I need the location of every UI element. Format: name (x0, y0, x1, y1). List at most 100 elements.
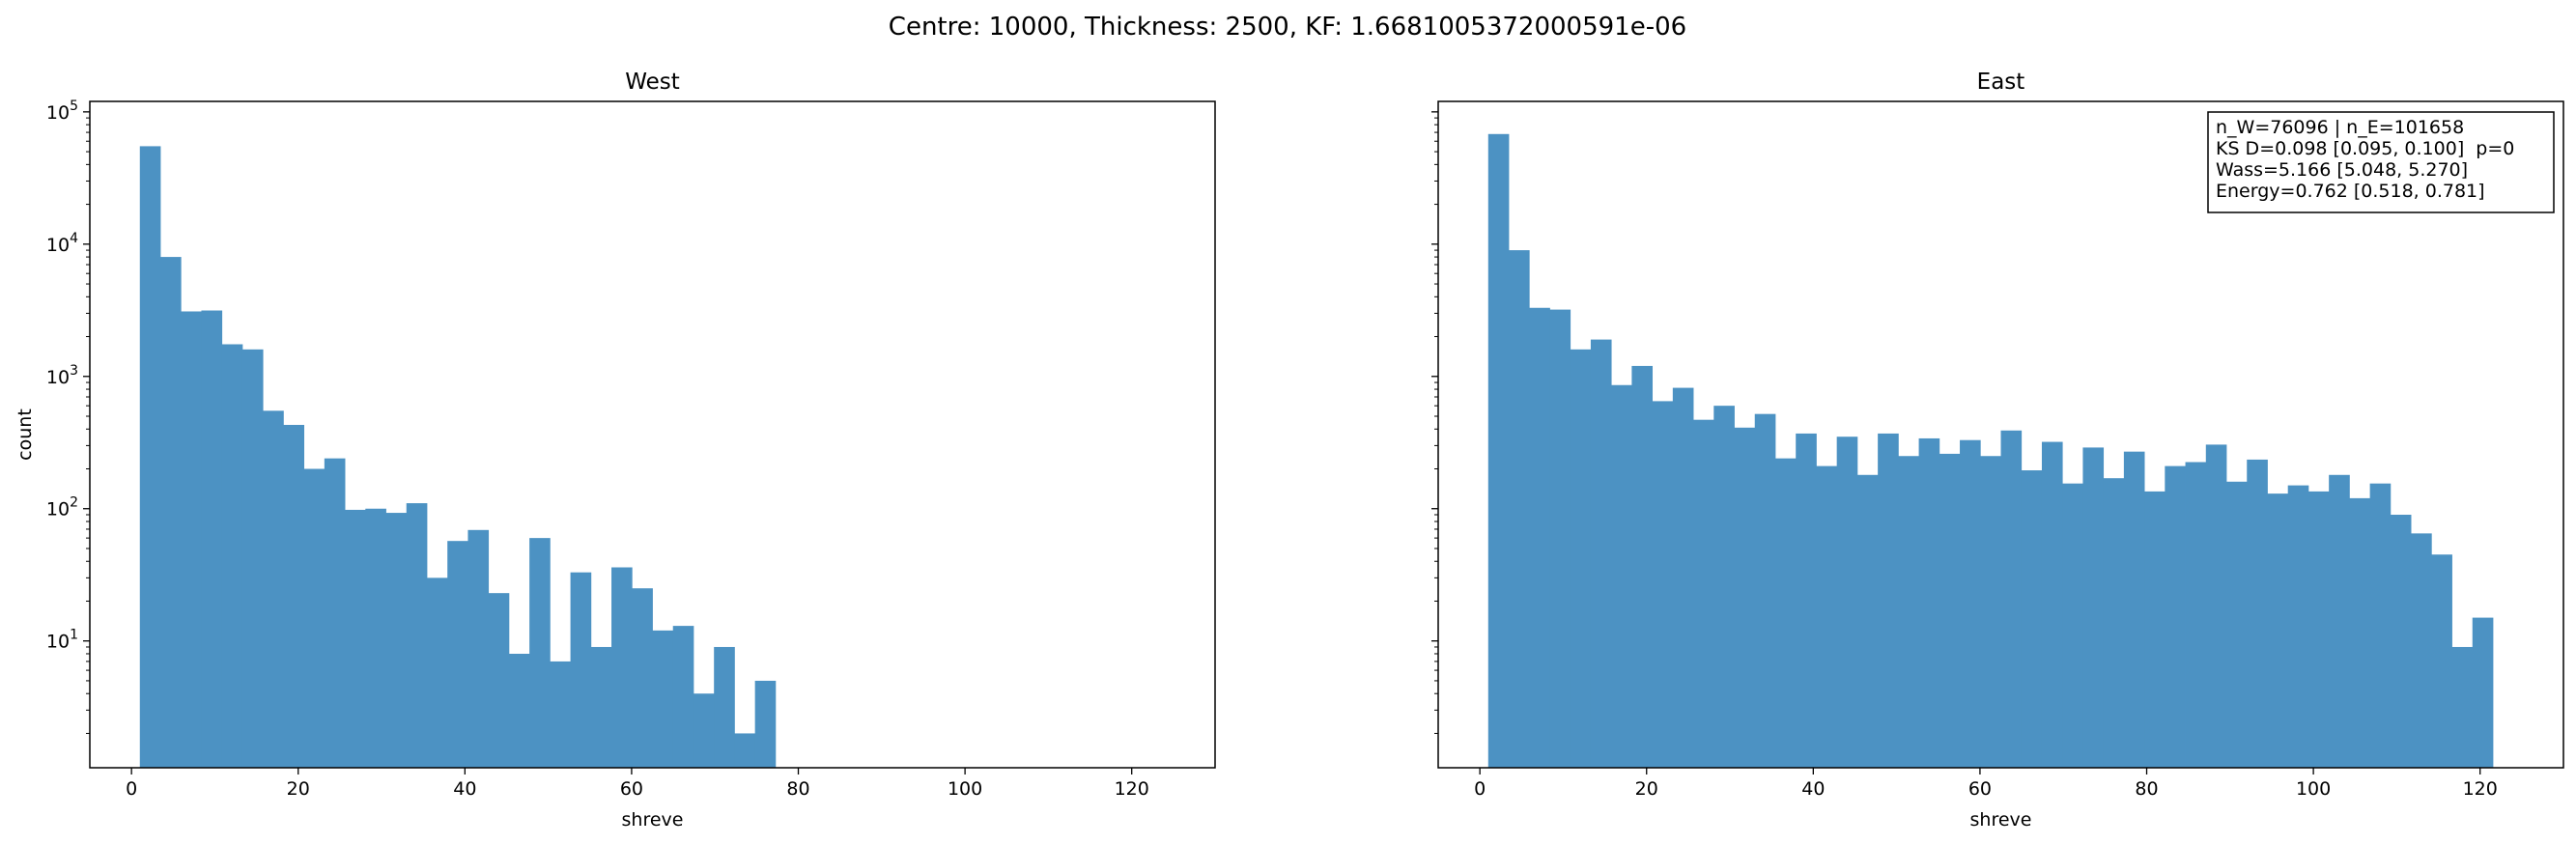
west-bars (139, 146, 777, 769)
west-bar-4 (221, 344, 243, 768)
figure-suptitle: Centre: 10000, Thickness: 2500, KF: 1.66… (889, 13, 1686, 42)
east-bar-27 (2041, 441, 2063, 768)
east-xtick-label-80: 80 (2135, 778, 2158, 800)
east-bar-39 (2287, 485, 2309, 768)
east-bar-48 (2472, 617, 2494, 768)
west-bar-13 (406, 503, 428, 768)
east-bar-29 (2082, 447, 2105, 768)
west-bar-5 (241, 349, 264, 768)
west-xtick-label-60: 60 (620, 778, 643, 800)
stats-line-counts: n_W=76096 | n_E=101658 (2216, 117, 2464, 138)
east-bar-45 (2411, 533, 2432, 768)
east-bar-6 (1611, 384, 1632, 768)
east-stats-box-frame (2207, 111, 2555, 213)
west-bar-15 (447, 541, 468, 768)
west-bar-7 (283, 424, 305, 768)
east-bar-1 (1509, 250, 1530, 769)
stats-line-ks: KS D=0.098 [0.095, 0.100] p=0 (2216, 138, 2514, 159)
east-bar-26 (2021, 470, 2043, 768)
west-bar-16 (467, 529, 490, 768)
west-bar-26 (672, 626, 694, 768)
west-bar-18 (508, 653, 530, 768)
west-axes-frame (89, 100, 1216, 769)
west-bar-29 (734, 733, 756, 768)
east-xtick-label-20: 20 (1635, 778, 1658, 800)
west-ylabel: count (14, 408, 36, 461)
west-bar-17 (488, 593, 510, 768)
east-xtick-label-0: 0 (1474, 778, 1486, 800)
east-xtick-label-120: 120 (2463, 778, 2498, 800)
east-bar-44 (2390, 515, 2412, 768)
west-bar-10 (345, 509, 366, 768)
west-bar-28 (714, 646, 735, 768)
west-xtick-label-80: 80 (786, 778, 809, 800)
east-xtick-label-60: 60 (1968, 778, 1992, 800)
west-xtick-label-40: 40 (453, 778, 476, 800)
panel-east: 0 20 40 60 80 100 120 East shreve n_W=76096 | … (1431, 70, 2564, 831)
west-bar-30 (754, 680, 777, 768)
west-bar-11 (365, 508, 386, 768)
west-xtick-label-0: 0 (126, 778, 137, 800)
west-bar-25 (652, 630, 674, 768)
stats-line-energy: Energy=0.762 [0.518, 0.781] (2216, 181, 2485, 202)
east-title: East (1977, 70, 2025, 95)
east-xtick-label-100: 100 (2296, 778, 2331, 800)
east-bar-17 (1836, 437, 1858, 768)
west-bar-3 (201, 310, 223, 768)
west-bar-21 (570, 572, 592, 768)
east-xlabel: shreve (1970, 809, 2032, 831)
east-bar-3 (1549, 309, 1571, 768)
east-bar-43 (2369, 483, 2392, 768)
east-bar-33 (2165, 465, 2186, 768)
east-bar-12 (1734, 427, 1756, 768)
east-bar-20 (1898, 456, 1919, 768)
west-bar-6 (263, 410, 284, 768)
east-bar-8 (1652, 401, 1674, 768)
east-bar-16 (1816, 465, 1838, 768)
east-bar-11 (1713, 406, 1735, 768)
east-bar-5 (1590, 339, 1612, 768)
east-bar-40 (2307, 491, 2330, 768)
east-bar-35 (2205, 444, 2227, 768)
west-bar-9 (324, 458, 346, 768)
east-bar-24 (1980, 456, 2001, 768)
west-xtick-label-100: 100 (948, 778, 982, 800)
east-bar-4 (1570, 349, 1592, 768)
west-bar-0 (139, 146, 161, 768)
east-axes-frame (1437, 100, 2564, 769)
east-xtick-label-40: 40 (1801, 778, 1825, 800)
west-xlabel: shreve (622, 809, 684, 831)
east-bar-22 (1939, 453, 1961, 768)
east-bar-10 (1693, 419, 1714, 768)
east-bar-14 (1774, 458, 1797, 768)
east-bar-38 (2267, 493, 2289, 768)
west-bar-24 (632, 588, 653, 768)
east-bar-31 (2123, 451, 2145, 768)
east-stats-box: n_W=76096 | n_E=101658 KS D=0.098 [0.095… (2207, 111, 2555, 213)
west-title: West (625, 70, 680, 95)
east-bar-30 (2103, 478, 2125, 768)
east-bar-2 (1529, 307, 1550, 768)
east-bar-47 (2451, 646, 2474, 768)
west-bar-27 (693, 693, 715, 768)
west-bar-2 (181, 311, 202, 768)
east-bar-46 (2431, 554, 2452, 768)
west-xtick-label-20: 20 (287, 778, 310, 800)
east-bar-34 (2185, 462, 2207, 768)
east-bar-42 (2349, 497, 2371, 768)
east-bar-19 (1878, 433, 1899, 768)
east-bar-41 (2329, 474, 2350, 768)
east-bar-0 (1487, 133, 1510, 769)
stats-line-wasserstein: Wass=5.166 [5.048, 5.270] (2216, 159, 2468, 181)
east-bar-15 (1796, 433, 1817, 768)
east-bar-25 (2000, 430, 2023, 768)
east-bar-18 (1856, 474, 1879, 768)
west-bar-14 (426, 577, 448, 768)
east-bar-36 (2226, 481, 2248, 768)
west-bar-23 (611, 567, 633, 768)
east-bars (1487, 133, 2494, 769)
west-bar-19 (529, 538, 551, 768)
